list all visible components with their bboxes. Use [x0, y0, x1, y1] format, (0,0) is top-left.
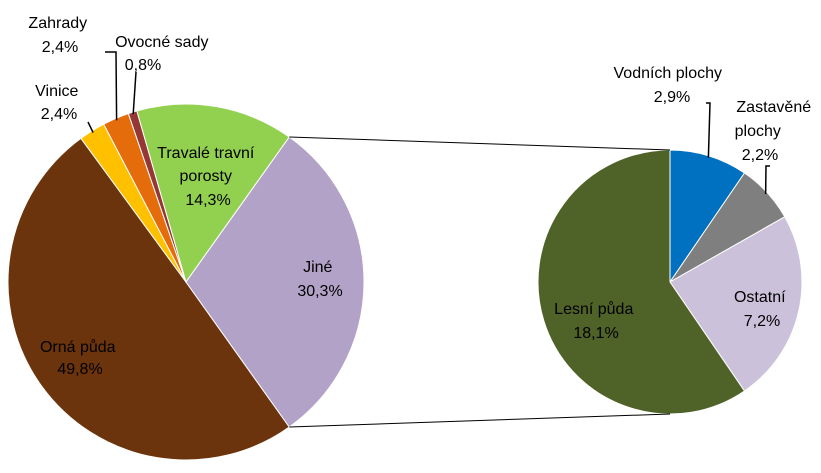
secondary-slice-ostatni: [669, 216, 803, 392]
label-zastavene-line1: Zastavěné: [736, 99, 811, 116]
label-vodni-plochy-name: Vodních plochy: [614, 65, 723, 82]
label-ovocne-sady-value: 0,8%: [125, 57, 161, 74]
label-vodni-plochy: Vodních plochy 2,9%: [614, 65, 727, 106]
label-zahrady: Zahrady 2,4%: [28, 15, 91, 56]
label-zastavene-value: 2,2%: [742, 147, 778, 164]
leader-line-vinice: [87, 121, 94, 133]
leader-line-ovocne-sady: [132, 71, 137, 115]
label-orna-puda-value: 49,8%: [57, 361, 102, 378]
connector-lines: [289, 136, 671, 428]
label-zahrady-name: Zahrady: [28, 15, 87, 32]
leader-line-zahrady: [105, 51, 118, 121]
label-lesni-puda-value: 18,1%: [573, 325, 618, 342]
label-travale-line2: porosty: [180, 168, 232, 185]
label-vinice-value: 2,4%: [41, 106, 77, 123]
connector-line-bottom: [289, 413, 671, 428]
label-ovocne-sady: Ovocné sady 0,8%: [115, 34, 213, 74]
secondary-slice-lesni-puda: [537, 149, 746, 415]
main-slice-travale-travni-porosty: [136, 103, 290, 284]
label-zastavene-plochy: Zastavěné plochy 2,2%: [735, 99, 816, 164]
leader-line-vodni-plochy: [706, 102, 711, 158]
label-zahrady-value: 2,4%: [42, 39, 78, 56]
label-jine: Jiné 30,3%: [297, 259, 342, 300]
label-travale-line1: Travalé travní: [157, 145, 255, 162]
label-vodni-plochy-value: 2,9%: [654, 89, 690, 106]
label-lesni-puda: Lesní půda 18,1%: [554, 300, 638, 342]
main-pie: [7, 103, 365, 461]
label-ostatni-value: 7,2%: [744, 313, 780, 330]
label-jine-value: 30,3%: [297, 283, 342, 300]
label-travale-porosty: Travalé travní porosty 14,3%: [157, 145, 259, 209]
leader-lines: [87, 51, 770, 194]
label-travale-value: 14,3%: [185, 192, 230, 209]
label-vinice-name: Vinice: [35, 83, 78, 100]
label-zastavene-line2: plochy: [735, 123, 781, 140]
main-slice-jine: [185, 136, 365, 428]
label-orna-puda: Orná půda 49,8%: [40, 338, 120, 378]
label-ostatni: Ostatní 7,2%: [734, 289, 790, 330]
leader-line-zastavene-plochy: [764, 165, 770, 194]
main-slice-orna-puda: [7, 137, 290, 461]
label-ovocne-sady-name: Ovocné sady: [115, 34, 208, 51]
label-ostatni-name: Ostatní: [734, 289, 786, 306]
label-vinice: Vinice 2,4%: [35, 83, 83, 123]
label-jine-name: Jiné: [303, 259, 332, 276]
secondary-pie: [537, 149, 803, 415]
connector-line-top: [289, 136, 671, 151]
label-orna-puda-name: Orná půda: [40, 338, 116, 356]
label-lesni-puda-name: Lesní půda: [554, 300, 633, 318]
